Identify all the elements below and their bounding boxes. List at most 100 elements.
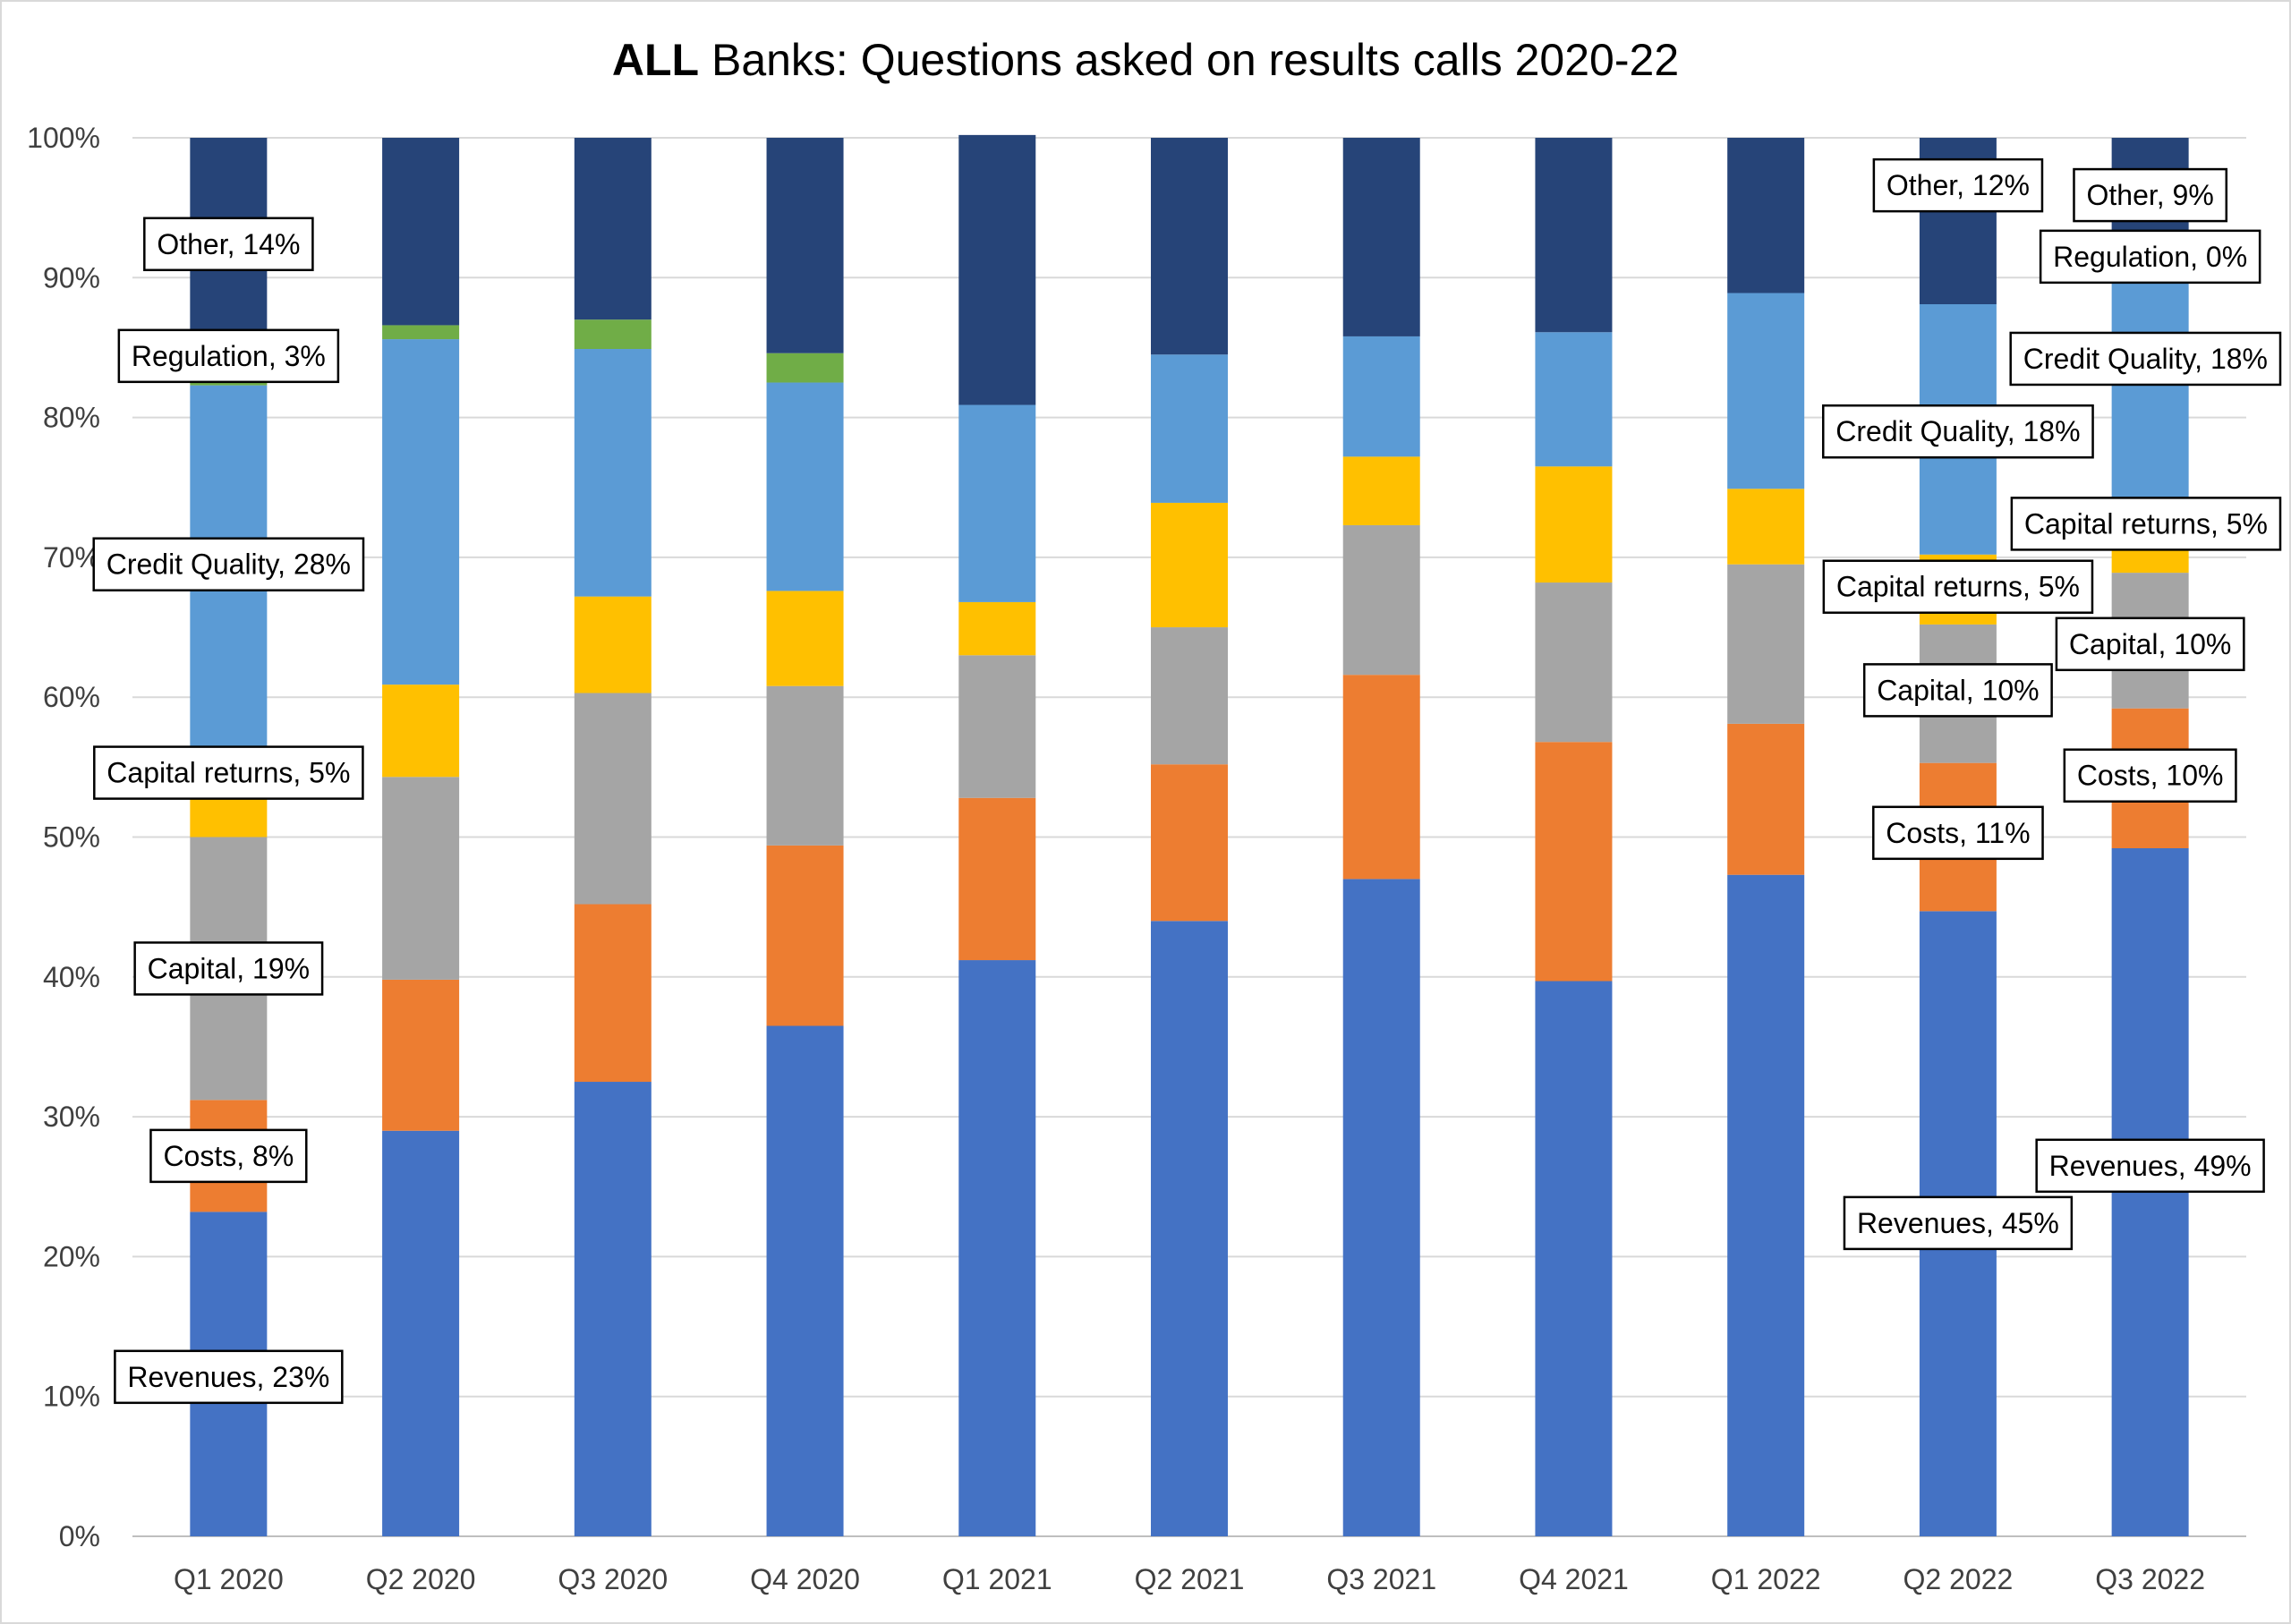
bar-other-q1-2021 [958,134,1036,405]
data-label-text: Revenues, 23% [127,1361,329,1393]
data-label-costs-11: Costs, 11% [1872,805,2044,861]
data-label-credit-quality-18: Credit Quality, 18% [1822,404,2094,459]
bar-capital-returns-q3-2020 [574,596,652,693]
data-label-box [2010,497,2282,551]
bar-capital-q4-2020 [766,685,844,846]
bar-costs-q2-2020 [382,979,460,1131]
y-tick-label-0: 0% [59,1520,100,1552]
data-label-box [93,745,364,800]
data-label-capital-returns-5: Capital returns, 5% [1822,559,2094,614]
bar-other-q2-2021 [1151,138,1228,355]
bar-costs-q3-2021 [1342,675,1420,880]
bar-revenues-q1-2022 [1727,874,1805,1536]
bar-capital-q3-2021 [1342,524,1420,676]
data-label-text: Credit Quality, 28% [106,548,351,581]
data-label-text: Capital, 10% [2069,628,2231,660]
data-label-box [117,328,340,384]
data-label-text: Capital, 10% [1877,674,2039,706]
bar-credit-quality-q2-2021 [1151,354,1228,503]
x-tick-label-q2-2020: Q2 2020 [366,1563,476,1595]
y-axis-ticks: 0% 10% 20% 30% 40% 50% 60% 70% 80% 90% 100% [27,122,100,1552]
y-tick-label-30: 30% [43,1101,100,1133]
y-tick-label-80: 80% [43,402,100,434]
bar-other-q3-2020 [574,138,652,320]
data-label-box [2035,1138,2265,1194]
bar-revenues-q3-2020 [574,1082,652,1536]
x-axis-ticks: Q1 2020 Q2 2020 Q3 2020 Q4 2020 Q1 2021 Q2 20… [174,1563,2205,1595]
bar-regulation-q2-2020 [382,325,460,340]
data-label-other-12: Other, 12% [1872,157,2044,213]
bar-costs-q3-2020 [574,904,652,1083]
bar-other-q3-2021 [1342,138,1420,336]
x-tick-label-q3-2022: Q3 2022 [2095,1563,2205,1595]
bar-revenues-q3-2021 [1342,879,1420,1536]
data-label-credit-quality-18: Credit Quality, 18% [2009,331,2282,387]
data-label-box [1872,157,2044,213]
data-label-box [114,1349,344,1405]
bar-capital-returns-q2-2021 [1151,502,1228,628]
bar-capital-returns-q2-2020 [382,684,460,778]
data-label-text: Capital returns, 5% [106,757,350,789]
data-label-box [1822,404,2094,459]
data-labels: Revenues, 23% Costs, 8% Capital, 19% Capita… [92,157,2282,1405]
data-label-costs-10: Costs, 10% [2063,748,2237,803]
chart-title: ALL Banks: Questions asked on results ca… [0,34,2291,86]
data-label-box [2009,331,2282,387]
bar-costs-q4-2020 [766,845,844,1026]
y-tick-label-90: 90% [43,261,100,293]
x-tick-label-q2-2022: Q2 2022 [1903,1563,2014,1595]
x-tick-label-q3-2020: Q3 2020 [558,1563,668,1595]
data-label-text: Revenues, 49% [2049,1150,2252,1182]
data-label-revenues-49: Revenues, 49% [2035,1138,2265,1194]
bar-revenues-q4-2021 [1535,981,1613,1536]
y-tick-label-70: 70% [43,541,100,574]
bar-costs-q4-2021 [1535,742,1613,982]
data-label-text: Other, 12% [1886,169,2030,201]
bar-costs-q1-2021 [958,797,1036,961]
data-label-text: Credit Quality, 18% [1835,415,2080,447]
bar-capital-q1-2022 [1727,564,1805,724]
chart-title-rest: Banks: Questions asked on results calls … [699,35,1680,85]
data-label-other-9: Other, 9% [2073,167,2228,223]
data-label-text: Costs, 8% [163,1140,294,1172]
x-tick-label-q4-2021: Q4 2021 [1519,1563,1629,1595]
bar-credit-quality-q3-2020 [574,349,652,597]
bar-capital-returns-q1-2022 [1727,489,1805,565]
data-label-box [2073,167,2228,223]
data-label-box [133,941,324,996]
data-label-credit-quality-28: Credit Quality, 28% [92,537,365,591]
data-label-box [2055,616,2245,672]
y-tick-label-40: 40% [43,961,100,993]
data-label-capital-returns-5: Capital returns, 5% [2010,497,2282,551]
data-label-box [2039,229,2261,285]
data-label-text: Other, 14% [157,228,300,260]
data-label-box [1872,805,2044,861]
y-tick-label-50: 50% [43,821,100,854]
y-tick-label-60: 60% [43,681,100,713]
data-label-text: Regulation, 0% [2053,241,2247,273]
bar-capital-q4-2021 [1535,582,1613,743]
x-tick-label-q1-2021: Q1 2021 [942,1563,1052,1595]
x-tick-label-q4-2020: Q4 2020 [750,1563,860,1595]
bar-capital-q3-2020 [574,693,652,905]
y-tick-label-100: 100% [27,122,100,154]
data-label-text: Costs, 11% [1886,817,2030,849]
bar-credit-quality-q4-2020 [766,382,844,591]
bar-credit-quality-q4-2021 [1535,332,1613,467]
bar-costs-q2-2021 [1151,764,1228,922]
bar-other-q4-2021 [1535,138,1613,333]
data-label-capital-10: Capital, 10% [2055,616,2245,672]
data-label-box [143,217,314,272]
data-label-text: Other, 9% [2086,179,2213,211]
bar-capital-returns-q4-2020 [766,591,844,686]
bar-other-q1-2022 [1727,138,1805,293]
bar-capital-returns-q4-2021 [1535,466,1613,583]
data-label-box [1843,1195,2074,1251]
x-tick-label-q2-2021: Q2 2021 [1135,1563,1245,1595]
data-label-revenues-23: Revenues, 23% [114,1349,344,1405]
bar-revenues-q4-2020 [766,1025,844,1536]
data-label-revenues-45: Revenues, 45% [1843,1195,2074,1251]
chart-title-bold: ALL [611,35,700,85]
bar-credit-quality-q1-2022 [1727,293,1805,489]
